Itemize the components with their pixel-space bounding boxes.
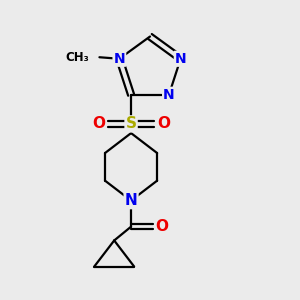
Text: O: O xyxy=(158,116,170,131)
Text: CH₃: CH₃ xyxy=(66,51,90,64)
Text: N: N xyxy=(114,52,125,66)
Text: O: O xyxy=(155,219,168,234)
Text: O: O xyxy=(92,116,105,131)
Text: N: N xyxy=(175,52,186,66)
Text: N: N xyxy=(125,193,137,208)
Text: N: N xyxy=(163,88,175,102)
Text: S: S xyxy=(126,116,136,131)
